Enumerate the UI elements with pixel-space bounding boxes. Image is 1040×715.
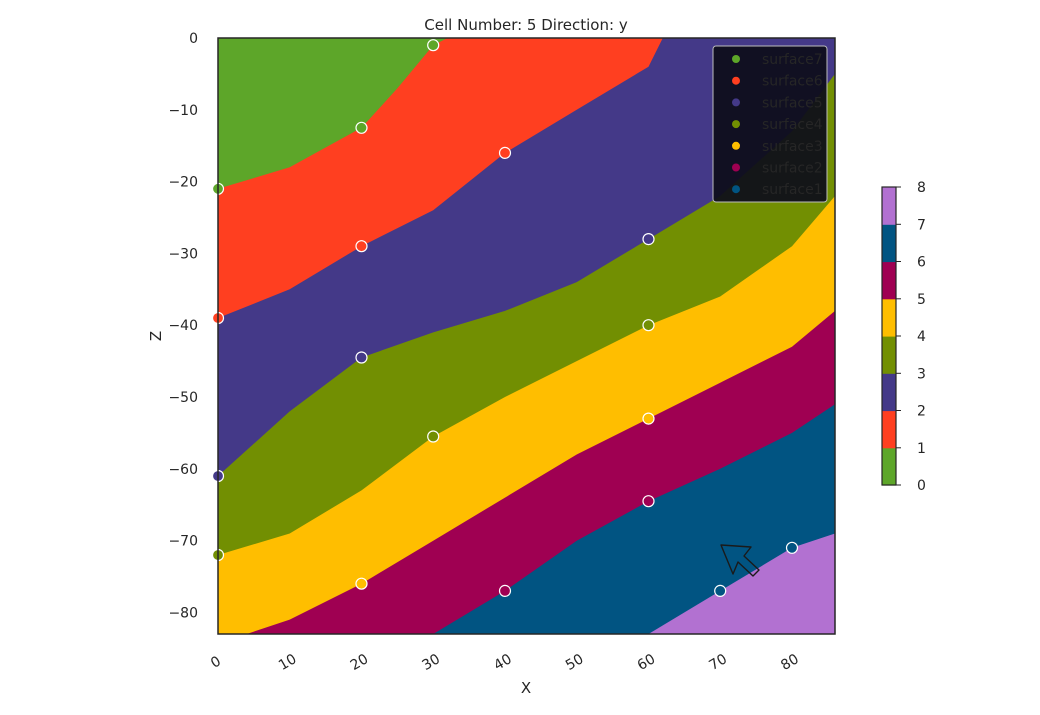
data-point-surface4	[427, 430, 440, 443]
colorbar-tick-label: 7	[917, 217, 926, 233]
legend-label-surface1: surface1	[762, 182, 823, 198]
colorbar-cell	[882, 447, 896, 486]
legend-label-surface6: surface6	[762, 74, 823, 90]
data-point-surface1	[785, 541, 799, 554]
x-tick-label: 30	[419, 651, 442, 674]
plot-area	[211, 37, 836, 635]
x-tick-label: 50	[563, 651, 586, 674]
data-point-surface6	[498, 146, 512, 159]
colorbar-tick-label: 3	[917, 366, 926, 382]
colorbar-tick-label: 4	[917, 329, 926, 345]
legend-marker-surface7	[732, 55, 740, 63]
layer-basement	[648, 533, 835, 634]
colorbar-cell	[882, 373, 896, 412]
y-tick-label: −30	[168, 246, 198, 262]
colorbar-cell	[882, 187, 896, 225]
legend-label-surface4: surface4	[762, 117, 823, 133]
colorbar-cell	[882, 224, 896, 263]
y-tick-label: −10	[168, 103, 198, 119]
colorbar-tick-label: 1	[917, 441, 926, 457]
layer-surface1	[433, 404, 835, 634]
colorbar-cell	[882, 410, 896, 449]
x-tick-label: 0	[208, 653, 224, 671]
x-axis-ticks: 0 10 20 30 40 50 60 70 80	[208, 651, 802, 674]
legend-box	[712, 45, 828, 203]
y-axis-label: Z	[147, 331, 165, 341]
y-tick-label: −50	[168, 390, 198, 406]
colorbar-tick-label: 6	[917, 255, 926, 271]
legend-marker-surface2	[732, 163, 740, 172]
colorbar-tick-label: 8	[917, 180, 926, 196]
data-point-surface3	[642, 412, 655, 425]
x-tick-label: 20	[348, 651, 371, 674]
y-tick-label: −60	[168, 462, 198, 478]
legend-label-surface7: surface7	[762, 52, 823, 68]
data-point-surface4	[642, 319, 655, 332]
colorbar: 0 1 2 3 4 5 6 7 8	[881, 180, 926, 494]
x-tick-label: 70	[706, 651, 729, 674]
legend-marker-surface4	[732, 120, 740, 129]
data-point-surface1	[714, 584, 727, 598]
data-point-surface3	[355, 577, 368, 590]
legend-label-surface5: surface5	[762, 95, 823, 111]
colorbar-cell	[882, 298, 896, 337]
legend-marker-surface6	[732, 76, 740, 85]
x-tick-label: 60	[635, 651, 658, 674]
y-tick-label: −80	[168, 606, 198, 622]
data-point-surface6	[355, 240, 368, 253]
data-point-surface7	[427, 39, 440, 52]
y-axis-ticks: 0 −10 −20 −30 −40 −50 −60 −70 −80	[168, 31, 198, 622]
plot-frame	[217, 37, 836, 635]
y-tick-label: 0	[189, 31, 198, 47]
x-tick-label: 40	[491, 651, 514, 674]
legend: surface7 surface6 surface5 surface4 surface3…	[712, 45, 828, 203]
colorbar-tick-label: 0	[917, 478, 926, 494]
legend-marker-surface5	[732, 98, 740, 107]
chart-title: Cell Number: 5 Direction: y	[424, 16, 628, 34]
data-point-surface5	[355, 351, 368, 364]
legend-marker-surface3	[732, 141, 740, 150]
x-tick-label: 10	[276, 651, 299, 674]
y-tick-label: −20	[168, 175, 198, 191]
legend-marker-surface1	[732, 185, 740, 194]
data-point-surface7	[355, 121, 368, 134]
colorbar-cell	[882, 261, 896, 300]
legend-label-surface3: surface3	[762, 139, 823, 155]
legend-label-surface2: surface2	[762, 161, 823, 177]
y-tick-label: −40	[168, 318, 198, 334]
colorbar-tick-label: 2	[917, 404, 926, 420]
data-point-surface2	[498, 584, 512, 598]
cursor-arrow-icon	[720, 544, 760, 577]
x-tick-label: 80	[778, 651, 801, 674]
colorbar-cell	[882, 336, 896, 374]
colorbar-tick-label: 5	[917, 292, 926, 308]
x-axis-label: X	[521, 679, 531, 697]
y-tick-label: −70	[168, 534, 198, 550]
data-point-surface2	[642, 495, 655, 508]
data-point-surface5	[642, 233, 655, 246]
